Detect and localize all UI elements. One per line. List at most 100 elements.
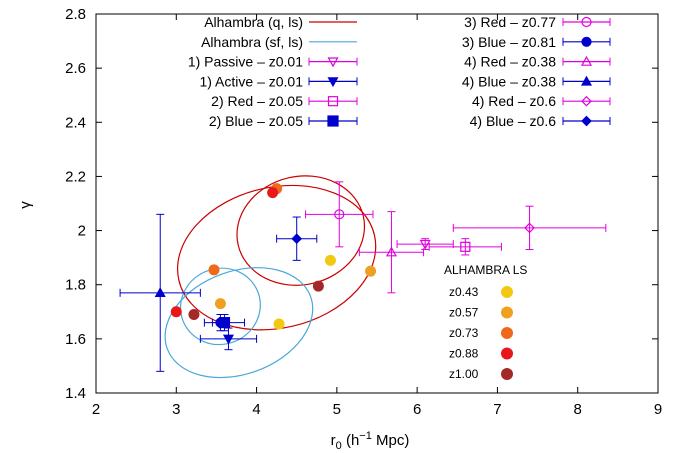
legend-entry: Alhambra (q, ls) [204,14,357,30]
data-point [452,205,607,251]
y-tick-label: 2.2 [65,168,86,185]
y-axis-label: γ [17,201,34,209]
x-axis-label-unit: (h [342,432,360,449]
point-marker [291,233,303,245]
data-point [276,216,318,261]
x-tick-label: 8 [574,401,582,418]
plot-frame [95,13,659,394]
legend: Alhambra (q, ls) Alhambra (sf, ls) 1) Pass… [188,14,611,129]
legend-label: 3) Red – z0.77 [464,14,556,30]
y-tick-label: 2 [78,223,86,240]
data-points [119,181,607,372]
alhambra-ls-key: ALHAMBRA LS z0.43 z0.57 z0.73 z0.88 z1.00 [444,263,527,381]
legend-marker [581,95,592,107]
contour-ellipse [236,175,366,286]
legend-entry: Alhambra (sf, ls) [201,34,357,50]
x-axis-label-unit-sup: −1 [359,430,372,442]
y-tick-label: 1.6 [65,331,86,348]
legend-marker [327,77,339,88]
y-tick-label: 1.8 [65,277,86,294]
alhambra-point [214,298,226,310]
alhambra-ls-label: z0.88 [449,347,479,361]
legend-label: 4) Blue – z0.6 [470,113,557,129]
legend-label: 4) Red – z0.38 [464,54,556,70]
legend-label: 3) Blue – z0.81 [462,34,556,50]
y-tick-label: 1.4 [65,385,86,402]
data-point [305,181,374,248]
alhambra-ls-label: z0.43 [449,285,479,299]
legend-entry: 4) Red – z0.6 [472,93,611,109]
point-marker [524,222,535,234]
contour-ellipse [179,267,261,346]
x-tick-label: 6 [413,401,421,418]
legend-entry: 3) Red – z0.77 [464,14,611,30]
alhambra-point [324,254,336,266]
data-point [428,238,502,256]
data-point [358,211,425,294]
alhambra-ls-title: ALHAMBRA LS [444,263,527,277]
alhambra-point [208,264,220,276]
alhambra-ls-swatch [501,347,513,360]
point-marker [154,287,166,298]
alhambra-point [170,306,182,318]
legend-marker [327,96,339,107]
contour-ellipse [164,267,314,379]
data-point [119,213,201,372]
alhambra-point [312,280,324,292]
x-tick-label: 9 [654,401,662,418]
legend-entry: 2) Red – z0.05 [211,93,358,109]
legend-label: 4) Blue – z0.38 [462,73,556,89]
point-marker [222,334,234,345]
x-axis-label-unit-end: Mpc) [372,432,410,449]
x-tick-label: 3 [172,401,180,418]
alhambra-ls-label: z0.73 [449,326,479,340]
legend-entry: 1) Active – z0.01 [199,73,358,89]
legend-marker [327,57,339,68]
alhambra-ls-swatch [501,368,513,380]
contour-ellipse [176,184,377,331]
x-axis-label-symbol: r [331,432,336,449]
legend-entry: 4) Red – z0.38 [464,54,611,70]
legend-entry: 3) Blue – z0.81 [462,34,611,50]
legend-marker [327,115,339,127]
x-tick-label: 4 [252,401,260,418]
alhambra-ls-label: z1.00 [449,367,479,381]
plot-area [95,13,659,394]
legend-label: 2) Red – z0.05 [211,93,303,109]
x-axis-label-subscript: 0 [336,440,342,452]
legend-marker [580,75,593,86]
point-marker [385,246,397,257]
legend-marker [581,115,592,127]
x-tick-label: 5 [333,401,341,418]
legend-entry: 2) Blue – z0.05 [209,113,358,129]
legend-entry: 4) Blue – z0.6 [470,113,611,129]
alhambra-point [365,265,377,277]
point-marker [419,239,431,250]
alhambra-ls-swatch [501,306,513,319]
legend-marker [581,36,592,47]
data-point [396,238,454,251]
legend-entry: 1) Passive – z0.01 [188,54,358,70]
x-tick-label: 7 [493,401,501,418]
ellipse-contours [164,175,377,379]
legend-label: 4) Red – z0.6 [472,93,556,109]
point-marker [215,317,226,328]
legend-label: 1) Passive – z0.01 [188,54,303,70]
x-tick-label: 2 [92,401,100,418]
legend-marker [580,55,593,66]
legend-marker [581,16,592,28]
alhambra-point [267,187,279,199]
x-axis-label: r0 (h−1 Mpc) [331,430,410,452]
data-point [199,327,258,351]
point-marker [460,241,471,252]
y-tick-label: 2.4 [65,114,86,131]
alhambra-ls-label: z0.57 [449,306,479,320]
legend-label: Alhambra (sf, ls) [201,34,303,50]
legend-label: Alhambra (q, ls) [204,14,303,30]
legend-label: 1) Active – z0.01 [199,73,303,89]
alhambra-point [188,308,200,320]
alhambra-ls-swatch [501,327,513,339]
legend-label: 2) Blue – z0.05 [209,113,303,129]
alhambra-ls-swatch [501,286,513,298]
